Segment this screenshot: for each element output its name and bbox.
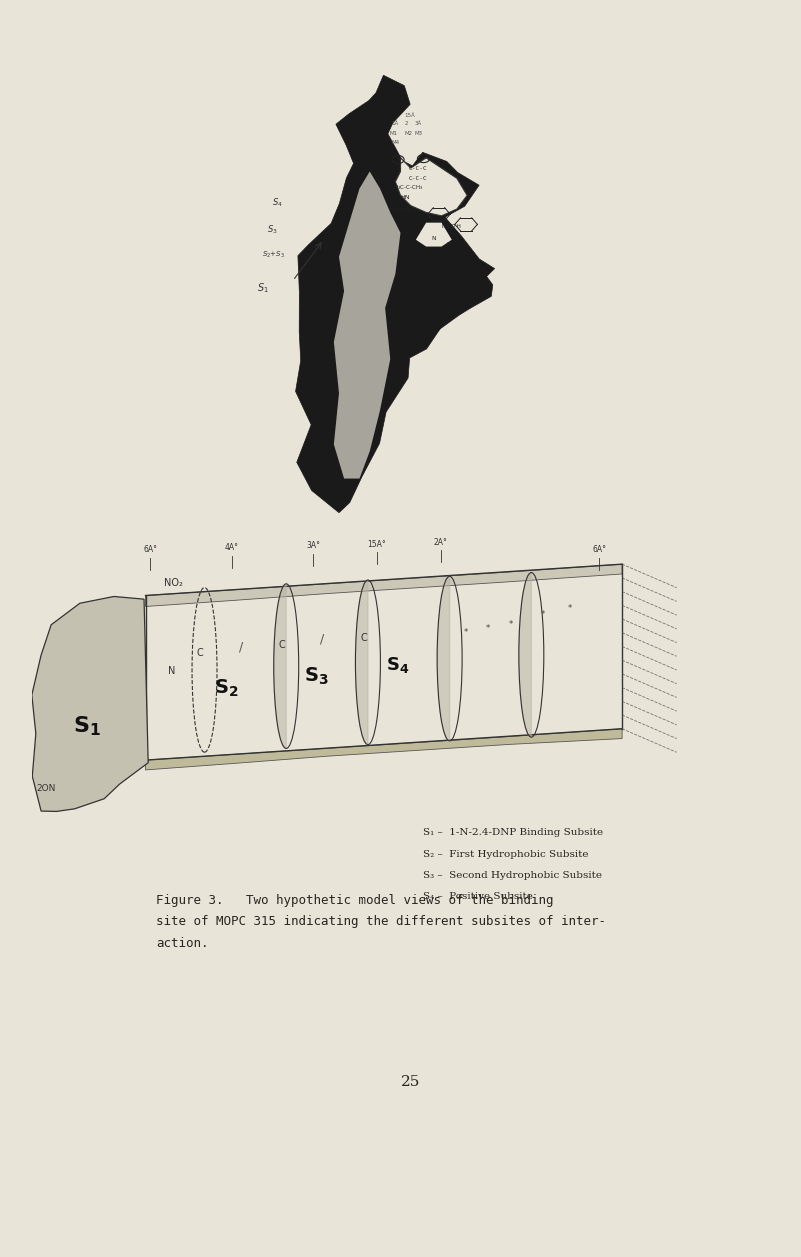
Text: S₃ –  Second Hydrophobic Subsite: S₃ – Second Hydrophobic Subsite: [423, 871, 602, 880]
Text: $S_4$: $S_4$: [272, 196, 283, 209]
Text: N=O H: N=O H: [441, 224, 461, 229]
Text: S₁ –  1-N-2.4-DNP Binding Subsite: S₁ – 1-N-2.4-DNP Binding Subsite: [423, 828, 603, 837]
Text: $\mathbf{S_4}$: $\mathbf{S_4}$: [386, 655, 409, 675]
Text: C: C: [360, 632, 367, 642]
Polygon shape: [32, 597, 148, 812]
Text: $H_3$C-C-CH$_3$: $H_3$C-C-CH$_3$: [392, 184, 424, 192]
Text: *: *: [486, 623, 490, 632]
Text: 15A°: 15A°: [368, 539, 386, 548]
Polygon shape: [519, 572, 531, 737]
Text: 15Å: 15Å: [405, 113, 416, 118]
Polygon shape: [356, 579, 368, 744]
Polygon shape: [146, 729, 622, 769]
Text: M4: M4: [391, 140, 400, 145]
Polygon shape: [416, 222, 452, 246]
Polygon shape: [296, 75, 495, 513]
Text: M1: M1: [389, 131, 397, 136]
Text: 2A°: 2A°: [433, 538, 448, 547]
Polygon shape: [396, 158, 467, 216]
Text: M3: M3: [415, 131, 423, 136]
Polygon shape: [437, 576, 449, 740]
Text: $S_2$+$S_3$: $S_2$+$S_3$: [262, 250, 285, 260]
Text: 3Å: 3Å: [415, 122, 422, 127]
Text: NO₂: NO₂: [163, 578, 183, 588]
Text: 3A°: 3A°: [307, 542, 320, 551]
Text: 4A°: 4A°: [225, 543, 239, 553]
Text: $\mathbf{S_2}$: $\mathbf{S_2}$: [214, 678, 238, 699]
Text: /: /: [239, 640, 243, 654]
Text: $\mathbf{S_3}$: $\mathbf{S_3}$: [304, 666, 329, 688]
Text: *: *: [463, 627, 468, 637]
Text: *: *: [568, 605, 572, 613]
Text: Figure 3.   Two hypothetic model views of the binding: Figure 3. Two hypothetic model views of …: [156, 894, 553, 908]
Text: 1Å: 1Å: [391, 122, 399, 127]
Text: $\mathbf{S_1}$: $\mathbf{S_1}$: [73, 715, 101, 738]
Text: +: +: [396, 156, 401, 162]
Text: $S_3$: $S_3$: [268, 224, 278, 236]
Text: S₂ –  First Hydrophobic Subsite: S₂ – First Hydrophobic Subsite: [423, 850, 589, 859]
Text: *: *: [509, 620, 513, 628]
Text: action.: action.: [156, 936, 208, 950]
Text: 2: 2: [405, 122, 408, 127]
Polygon shape: [427, 246, 493, 334]
Text: −: −: [422, 152, 429, 162]
Text: S₄ –  Positive Subsite: S₄ – Positive Subsite: [423, 892, 533, 901]
Text: C: C: [278, 640, 285, 650]
Polygon shape: [334, 171, 400, 479]
Text: H: H: [447, 241, 451, 246]
Text: M2: M2: [405, 131, 413, 136]
Text: THE IMMUNE SYSTEM: THE IMMUNE SYSTEM: [351, 180, 470, 190]
Text: 6A°: 6A°: [593, 546, 606, 554]
Text: C-C-C: C-C-C: [409, 166, 427, 171]
Text: $S_1$: $S_1$: [257, 280, 269, 294]
Text: *: *: [541, 610, 545, 620]
Text: N: N: [431, 236, 436, 241]
Text: 25: 25: [400, 1075, 421, 1089]
Polygon shape: [146, 564, 622, 606]
Text: C-C-C: C-C-C: [409, 176, 427, 181]
Text: C: C: [196, 649, 203, 659]
Text: HN: HN: [400, 195, 410, 200]
Text: site of MOPC 315 indicating the different subsites of inter-: site of MOPC 315 indicating the differen…: [156, 915, 606, 929]
Text: O: O: [405, 229, 410, 234]
Text: N: N: [168, 666, 175, 676]
Polygon shape: [274, 583, 286, 748]
Text: H O=N: H O=N: [390, 206, 411, 211]
Text: /: /: [320, 632, 324, 646]
Text: 6A°: 6A°: [143, 546, 157, 554]
Text: 2ON: 2ON: [37, 784, 56, 793]
